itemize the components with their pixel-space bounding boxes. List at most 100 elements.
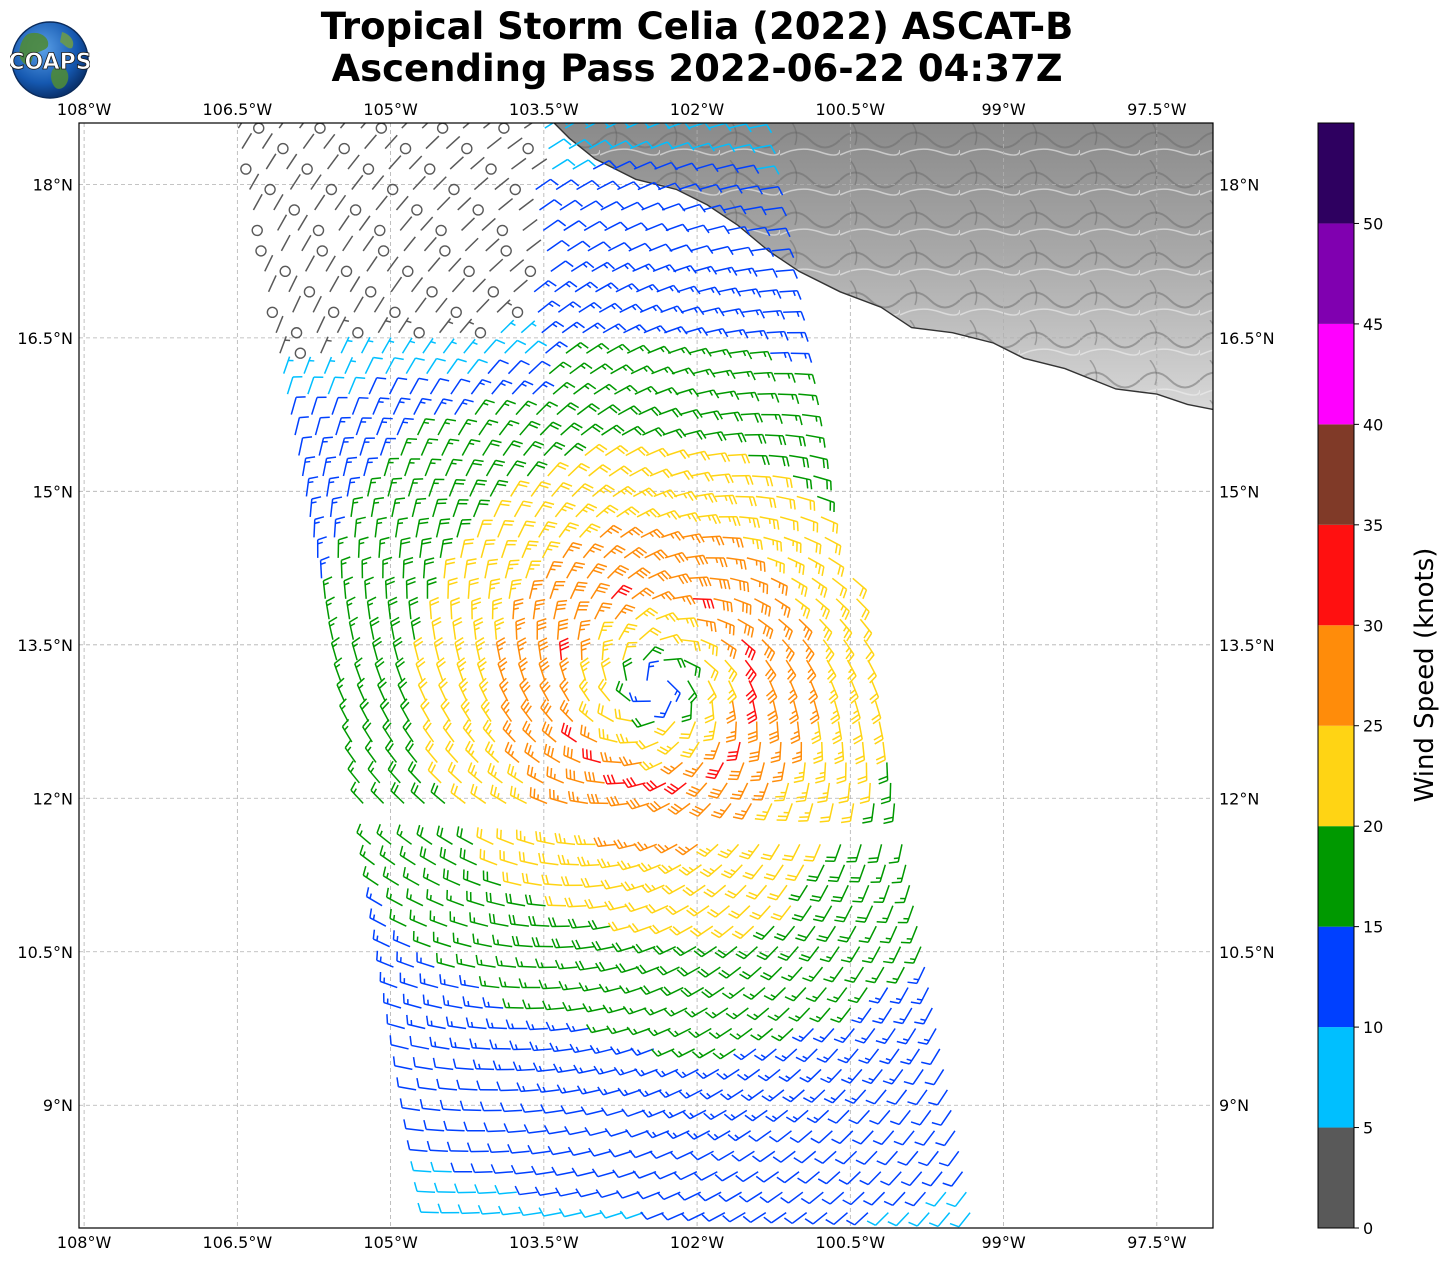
wind-barb bbox=[370, 497, 385, 518]
wind-barb bbox=[586, 563, 608, 579]
wind-barb bbox=[750, 577, 769, 595]
wind-barb bbox=[910, 1109, 932, 1126]
wind-barb bbox=[752, 925, 775, 941]
wind-barb bbox=[550, 260, 574, 272]
wind-barb bbox=[370, 781, 385, 804]
wind-barb bbox=[774, 1048, 798, 1062]
wind-barb bbox=[450, 1162, 473, 1173]
wind-barb bbox=[361, 556, 372, 579]
lat-tick-label-right: 18°N bbox=[1219, 175, 1259, 194]
wind-barb bbox=[630, 1047, 655, 1056]
wind-barb bbox=[307, 376, 324, 395]
wind-barb bbox=[435, 518, 451, 538]
wind-barb bbox=[483, 1122, 506, 1133]
wind-barb bbox=[688, 1027, 712, 1039]
wind-barb bbox=[600, 751, 622, 764]
wind-barb bbox=[477, 1204, 501, 1215]
wind-barb bbox=[439, 1099, 461, 1112]
colorbar-segment bbox=[1318, 926, 1354, 1028]
wind-barb bbox=[318, 436, 333, 456]
wind-barb bbox=[814, 1150, 837, 1164]
wind-barb bbox=[514, 1185, 538, 1196]
wind-barb bbox=[433, 176, 447, 191]
wind-barb bbox=[871, 700, 882, 725]
wind-barb bbox=[362, 865, 379, 886]
logo-text: COAPS bbox=[10, 50, 90, 75]
wind-barb bbox=[617, 405, 642, 416]
wind-barb bbox=[525, 560, 542, 579]
colorbar-segment bbox=[1318, 424, 1354, 525]
wind-barb bbox=[693, 598, 715, 609]
wind-barb bbox=[868, 987, 889, 1004]
wind-barb bbox=[879, 925, 898, 944]
wind-barb bbox=[442, 719, 455, 743]
wind-barb bbox=[631, 587, 655, 600]
wind-barb bbox=[677, 511, 702, 523]
wind-barb bbox=[527, 1144, 551, 1155]
wind-barb bbox=[569, 1043, 593, 1054]
wind-barb bbox=[478, 419, 499, 436]
lat-tick-label-left: 9°N bbox=[43, 1096, 73, 1115]
wind-barb bbox=[409, 377, 429, 395]
wind-barb bbox=[889, 987, 909, 1004]
wind-barb bbox=[891, 864, 907, 884]
wind-barb bbox=[632, 1170, 657, 1179]
wind-barb bbox=[528, 579, 544, 599]
colorbar-frame bbox=[1317, 122, 1355, 1229]
wind-barb bbox=[425, 135, 440, 150]
wind-barb bbox=[362, 235, 375, 252]
wind-barb bbox=[611, 942, 636, 953]
wind-barb bbox=[748, 123, 773, 134]
wind-barb bbox=[310, 396, 327, 415]
wind-barb bbox=[830, 700, 841, 725]
wind-barb bbox=[327, 376, 345, 395]
wind-barb bbox=[622, 657, 633, 681]
wind-barb bbox=[451, 277, 466, 293]
wind-barb bbox=[931, 1109, 952, 1126]
wind-barb bbox=[448, 257, 462, 272]
wind-barb bbox=[754, 598, 772, 617]
wind-barb bbox=[755, 1171, 780, 1183]
wind-barb bbox=[342, 235, 354, 252]
wind-barb bbox=[289, 173, 301, 190]
wind-barb bbox=[776, 1171, 800, 1184]
wind-barb bbox=[547, 1145, 571, 1156]
wind-barb bbox=[554, 502, 576, 518]
wind-barb bbox=[616, 506, 640, 518]
wind-barb bbox=[505, 893, 526, 907]
wind-barb bbox=[742, 309, 766, 319]
wind-barb bbox=[689, 802, 712, 817]
wind-barb bbox=[439, 318, 454, 334]
wind-barb bbox=[662, 1109, 686, 1119]
wind-barb bbox=[587, 919, 611, 931]
wind-barb bbox=[559, 657, 570, 681]
wind-barb bbox=[621, 1108, 645, 1117]
wind-barb bbox=[555, 1187, 579, 1197]
wind-barb bbox=[596, 180, 621, 191]
wind-barb bbox=[783, 310, 806, 321]
wind-barb bbox=[436, 1078, 458, 1091]
wind-barb bbox=[538, 979, 561, 990]
wind-barb bbox=[660, 1211, 685, 1221]
wind-barb bbox=[543, 1125, 567, 1135]
wind-barb bbox=[791, 577, 808, 597]
wind-barb bbox=[781, 413, 803, 426]
wind-barb bbox=[740, 1089, 764, 1101]
wind-barb bbox=[346, 596, 356, 620]
wind-barb bbox=[261, 133, 273, 149]
wind-barb bbox=[579, 523, 601, 538]
wind-barb bbox=[508, 914, 529, 927]
wind-barb bbox=[329, 496, 343, 517]
wind-barb bbox=[699, 864, 723, 878]
wind-barb bbox=[699, 410, 723, 421]
wind-barb bbox=[653, 721, 676, 736]
wind-barb bbox=[275, 315, 284, 334]
wind-barb bbox=[571, 483, 594, 497]
colorbar-segment bbox=[1318, 524, 1354, 626]
wind-barb bbox=[415, 517, 430, 538]
wind-barb bbox=[725, 328, 749, 339]
wind-barb bbox=[767, 884, 788, 901]
wind-barb bbox=[567, 240, 591, 252]
wind-barb bbox=[617, 181, 641, 191]
wind-barb bbox=[791, 905, 812, 922]
